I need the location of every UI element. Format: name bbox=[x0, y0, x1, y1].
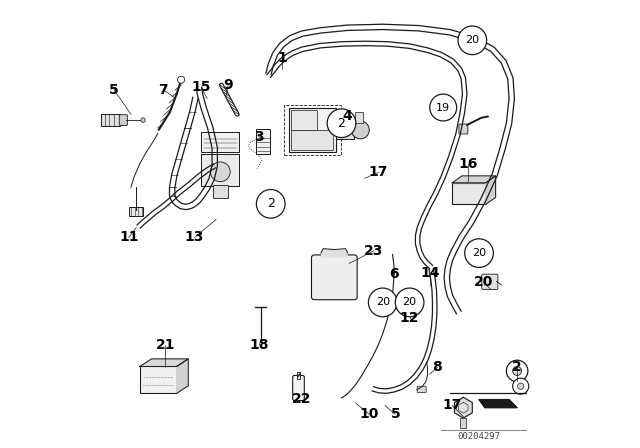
Bar bbox=[355, 112, 363, 123]
Text: 23: 23 bbox=[364, 244, 383, 258]
Circle shape bbox=[351, 121, 369, 139]
Text: 15: 15 bbox=[191, 80, 211, 95]
Polygon shape bbox=[454, 397, 472, 418]
Text: 19: 19 bbox=[436, 103, 451, 112]
Text: 16: 16 bbox=[458, 156, 477, 171]
Polygon shape bbox=[486, 176, 495, 204]
Text: 20: 20 bbox=[403, 297, 417, 307]
Circle shape bbox=[513, 366, 522, 375]
Circle shape bbox=[513, 378, 529, 394]
Text: 1: 1 bbox=[277, 51, 287, 65]
Circle shape bbox=[257, 190, 285, 218]
Text: 6: 6 bbox=[389, 267, 399, 281]
Bar bbox=[284, 105, 341, 155]
FancyBboxPatch shape bbox=[417, 386, 426, 392]
Text: 10: 10 bbox=[360, 407, 379, 422]
Circle shape bbox=[518, 383, 524, 389]
Text: 13: 13 bbox=[185, 230, 204, 245]
FancyBboxPatch shape bbox=[119, 115, 127, 125]
Text: 20: 20 bbox=[376, 297, 390, 307]
FancyBboxPatch shape bbox=[312, 255, 357, 300]
Text: 7: 7 bbox=[158, 82, 168, 97]
Polygon shape bbox=[177, 359, 188, 393]
Bar bbox=[291, 130, 333, 150]
Bar bbox=[337, 116, 351, 129]
Text: 8: 8 bbox=[433, 360, 442, 375]
Bar bbox=[257, 129, 270, 154]
Text: 12: 12 bbox=[400, 311, 419, 325]
Text: 20: 20 bbox=[472, 248, 486, 258]
Circle shape bbox=[506, 360, 528, 382]
Text: 20: 20 bbox=[474, 275, 493, 289]
Circle shape bbox=[458, 26, 486, 55]
Bar bbox=[140, 366, 177, 393]
Text: 5: 5 bbox=[109, 82, 119, 97]
Bar bbox=[212, 185, 228, 198]
Polygon shape bbox=[140, 359, 188, 366]
FancyBboxPatch shape bbox=[459, 124, 468, 134]
FancyBboxPatch shape bbox=[482, 274, 498, 289]
Bar bbox=[452, 183, 486, 204]
Bar bbox=[101, 114, 120, 126]
Text: 3: 3 bbox=[254, 129, 264, 144]
Circle shape bbox=[430, 94, 456, 121]
Text: 5: 5 bbox=[390, 407, 400, 422]
Polygon shape bbox=[321, 249, 348, 258]
Polygon shape bbox=[452, 176, 495, 183]
Polygon shape bbox=[479, 400, 517, 408]
Bar bbox=[460, 418, 467, 428]
Circle shape bbox=[211, 162, 230, 182]
Text: 11: 11 bbox=[119, 230, 138, 245]
Bar bbox=[291, 110, 317, 130]
Text: 17: 17 bbox=[369, 165, 388, 180]
Bar bbox=[201, 154, 239, 186]
Circle shape bbox=[369, 288, 397, 317]
Bar bbox=[289, 108, 336, 152]
Circle shape bbox=[177, 76, 185, 83]
Circle shape bbox=[396, 288, 424, 317]
Text: 00204297: 00204297 bbox=[458, 432, 500, 441]
Text: 17: 17 bbox=[442, 398, 462, 413]
Text: 14: 14 bbox=[420, 266, 440, 280]
Bar bbox=[201, 132, 239, 152]
Text: 22: 22 bbox=[292, 392, 312, 406]
Text: 20: 20 bbox=[465, 35, 479, 45]
Circle shape bbox=[327, 109, 356, 138]
Circle shape bbox=[141, 118, 145, 122]
Text: 18: 18 bbox=[250, 338, 269, 352]
Bar bbox=[335, 121, 353, 139]
Text: 2: 2 bbox=[337, 116, 346, 130]
FancyBboxPatch shape bbox=[292, 375, 305, 401]
Bar bbox=[297, 372, 300, 379]
Circle shape bbox=[465, 239, 493, 267]
Text: 2: 2 bbox=[512, 360, 522, 375]
Text: 2: 2 bbox=[267, 197, 275, 211]
Text: 4: 4 bbox=[342, 109, 352, 124]
Text: 9: 9 bbox=[223, 78, 233, 92]
Text: 21: 21 bbox=[156, 338, 175, 352]
Bar bbox=[129, 207, 143, 216]
